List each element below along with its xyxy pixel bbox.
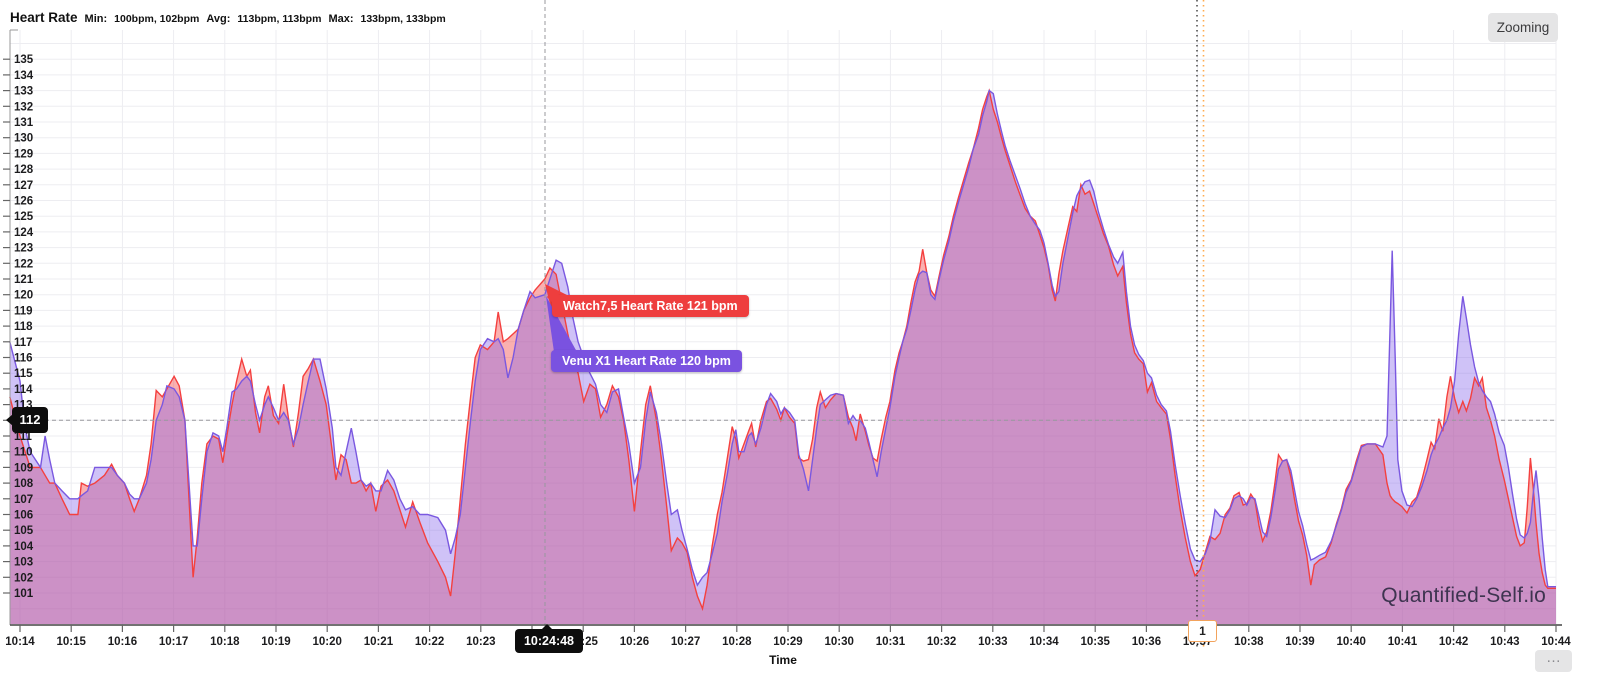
y-tick-label: 111 bbox=[14, 431, 33, 443]
y-tick-label: 124 bbox=[14, 227, 34, 239]
x-tick-label: 10:30 bbox=[824, 636, 853, 648]
x-tick-label: 10:19 bbox=[261, 636, 290, 648]
tooltip-watch75: Watch7,5 Heart Rate 121 bpm bbox=[552, 295, 749, 317]
gridlines bbox=[10, 30, 1557, 625]
y-tick-label: 132 bbox=[14, 101, 33, 113]
x-tick-label: 10:42 bbox=[1439, 636, 1468, 648]
y-tick-label: 116 bbox=[14, 353, 33, 365]
y-tick-label: 108 bbox=[14, 478, 34, 490]
y-tick-label: 119 bbox=[14, 305, 33, 317]
x-tick-label: 10:34 bbox=[1029, 636, 1059, 648]
x-tick-label: 10:41 bbox=[1388, 636, 1418, 648]
x-tick-label: 10:44 bbox=[1541, 636, 1571, 648]
y-tick-label: 121 bbox=[14, 274, 34, 286]
x-tick-label: 10:32 bbox=[927, 636, 956, 648]
lap-marker-lines bbox=[1196, 0, 1205, 648]
x-tick-label: 10:22 bbox=[415, 636, 444, 648]
y-tick-label: 128 bbox=[14, 164, 34, 176]
y-tick-label: 135 bbox=[14, 54, 34, 66]
stat-min-label: Min: bbox=[84, 13, 108, 25]
x-tick-label: 10:40 bbox=[1336, 636, 1365, 648]
y-tick-label: 133 bbox=[14, 86, 33, 98]
y-tick-label: 107 bbox=[14, 494, 33, 506]
y-tick-label: 102 bbox=[14, 572, 33, 584]
y-tick-label: 109 bbox=[14, 462, 33, 474]
y-tick-label: 105 bbox=[14, 525, 34, 537]
y-tick-label: 106 bbox=[14, 510, 33, 522]
y-tick-label: 115 bbox=[14, 368, 33, 380]
chart-title: Heart Rate bbox=[10, 10, 78, 25]
y-tick-label: 129 bbox=[14, 148, 33, 160]
watermark-quantified-self: Quantified-Self.io bbox=[1381, 584, 1546, 607]
y-tick-label: 104 bbox=[14, 541, 34, 553]
stat-min-value: 100bpm, 102bpm bbox=[114, 13, 200, 25]
x-tick-label: 10:17 bbox=[159, 636, 188, 648]
stat-avg-value: 113bpm, 113bpm bbox=[237, 13, 322, 25]
y-tick-label: 114 bbox=[14, 384, 33, 396]
x-tick-label: 10:21 bbox=[364, 636, 394, 648]
y-tick-label: 117 bbox=[14, 337, 33, 349]
crosshair-x-time-label: 10:24:48 bbox=[515, 624, 583, 653]
watch75-area bbox=[9, 90, 1556, 625]
venu-x1-line bbox=[9, 89, 1556, 588]
y-tick-label: 126 bbox=[14, 196, 33, 208]
y-axis: 1011021031041051061071081091101111121131… bbox=[3, 54, 34, 600]
y-tick-label: 122 bbox=[14, 258, 33, 270]
y-tick-label: 103 bbox=[14, 557, 33, 569]
x-tick-label: 10:38 bbox=[1234, 636, 1264, 648]
zooming-mode-button[interactable]: Zooming bbox=[1488, 13, 1558, 42]
x-tick-label: 10:14 bbox=[5, 636, 35, 648]
x-tick-label: 10:28 bbox=[722, 636, 752, 648]
axis-lines bbox=[9, 29, 1562, 626]
chart-header: Heart Rate Min: 100bpm, 102bpm Avg: 113b… bbox=[10, 10, 446, 25]
watch75-line bbox=[9, 88, 1556, 612]
venu-x1-area bbox=[9, 90, 1556, 625]
stat-max-value: 133bpm, 133bpm bbox=[360, 13, 446, 25]
x-tick-label: 10:35 bbox=[1080, 636, 1110, 648]
y-tick-label: 101 bbox=[14, 588, 34, 600]
x-tick-label: 10:39 bbox=[1285, 636, 1314, 648]
stat-max-label: Max: bbox=[328, 13, 354, 25]
crosshair-lines bbox=[10, 0, 1556, 625]
y-tick-label: 127 bbox=[14, 180, 33, 192]
x-tick-label: 10:26 bbox=[620, 636, 649, 648]
x-tick-label: 10:31 bbox=[876, 636, 906, 648]
y-tick-label: 125 bbox=[14, 211, 34, 223]
x-tick-label: 10:16 bbox=[108, 636, 137, 648]
series-areas[interactable] bbox=[9, 88, 1556, 625]
x-axis: 10:14 10:15 10:16 10:17 10:18 10:19 10:20 10:21… bbox=[5, 625, 1571, 648]
x-tick-label: 10:23 bbox=[466, 636, 495, 648]
y-tick-label: 130 bbox=[14, 133, 33, 145]
y-tick-label: 131 bbox=[14, 117, 34, 129]
x-tick-label: 10:27 bbox=[671, 636, 700, 648]
x-tick-label: 10:43 bbox=[1490, 636, 1519, 648]
x-tick-label: 10:36 bbox=[1132, 636, 1161, 648]
x-tick-label: 10:18 bbox=[210, 636, 240, 648]
x-tick-label: 10:15 bbox=[56, 636, 86, 648]
y-tick-label: 110 bbox=[14, 447, 33, 459]
x-axis-title: Time bbox=[769, 653, 797, 667]
tooltip-venu-x1: Venu X1 Heart Rate 120 bpm bbox=[551, 350, 742, 372]
y-tick-label: 120 bbox=[14, 290, 33, 302]
y-tick-label: 134 bbox=[14, 70, 34, 82]
stat-avg-label: Avg: bbox=[206, 13, 231, 25]
x-tick-label: 10:29 bbox=[773, 636, 802, 648]
crosshair-y-value-label: 112 bbox=[6, 407, 48, 433]
x-tick-label: 10:33 bbox=[978, 636, 1007, 648]
more-options-button[interactable]: … bbox=[1535, 650, 1572, 672]
y-tick-label: 123 bbox=[14, 243, 33, 255]
y-tick-label: 118 bbox=[14, 321, 33, 333]
x-tick-label: 10:20 bbox=[312, 636, 341, 648]
lap-marker-1[interactable]: 1 bbox=[1188, 620, 1217, 642]
